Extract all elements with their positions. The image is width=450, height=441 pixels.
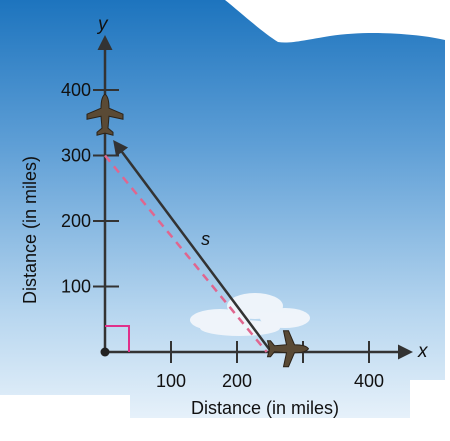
x-axis-title: Distance (in miles)	[191, 398, 339, 418]
x-variable-label: x	[417, 341, 429, 362]
y-tick-label: 400	[61, 80, 91, 100]
white-strip-bottom	[0, 418, 450, 441]
y-tick-label: 100	[61, 277, 91, 297]
origin-point	[100, 347, 110, 357]
x-tick-label: 400	[354, 371, 384, 391]
x-tick-group: 100 200 400	[156, 341, 384, 391]
y-axis-title: Distance (in miles)	[20, 156, 40, 304]
distance-segment-s	[113, 139, 273, 353]
sky-background	[0, 0, 445, 418]
segment-label: s	[201, 229, 210, 249]
y-tick-group: 100 200 300 400	[61, 80, 119, 297]
dashed-segment	[104, 154, 268, 353]
x-tick-label: 100	[156, 371, 186, 391]
y-variable-label: y	[96, 14, 109, 35]
plane-east-icon	[266, 330, 310, 368]
y-tick-label: 200	[61, 211, 91, 231]
cloud-top	[225, 0, 445, 43]
y-tick-label: 300	[61, 146, 91, 166]
x-tick-label: 200	[222, 371, 252, 391]
plane-north-icon	[86, 93, 124, 136]
right-angle-marker	[105, 325, 130, 352]
